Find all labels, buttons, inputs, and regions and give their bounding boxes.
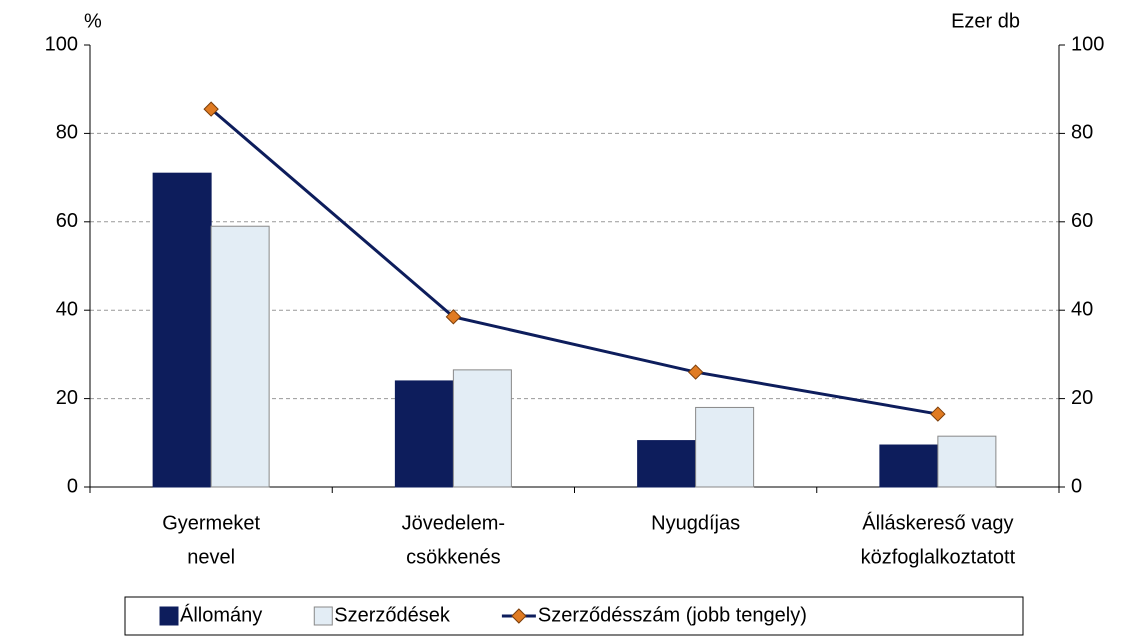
- x-tick-label: Gyermeket: [162, 512, 260, 534]
- y2-tick-label: 0: [1071, 475, 1082, 497]
- bar: [879, 444, 939, 488]
- marker: [203, 101, 219, 117]
- marker: [687, 364, 704, 380]
- legend-swatch: [313, 606, 333, 626]
- bar: [152, 172, 212, 488]
- y-axis-label: %: [84, 10, 102, 32]
- x-tick-label: Jövedelem-: [402, 512, 505, 534]
- legend-swatch: [159, 606, 179, 626]
- y-tick-label: 60: [56, 210, 78, 232]
- y-tick-label: 0: [67, 475, 78, 497]
- legend: Állomány Szerződések Szerződésszám (jobb t…: [124, 596, 1024, 636]
- x-tick-label: Álláskereső vagy: [862, 511, 1013, 534]
- marker: [445, 309, 462, 325]
- legend-label: Állomány: [180, 603, 262, 626]
- bar: [394, 380, 454, 488]
- marker: [930, 406, 946, 422]
- y-tick-label: 80: [56, 122, 78, 144]
- bar: [637, 440, 697, 488]
- x-tick-label: nevel: [187, 546, 235, 568]
- bar: [937, 435, 997, 488]
- y-tick-label: 100: [45, 33, 78, 55]
- legend-label: Szerződésszám (jobb tengely): [538, 604, 807, 626]
- y-tick-label: 20: [56, 387, 78, 409]
- bar: [695, 406, 755, 488]
- legend-box: [124, 596, 1024, 636]
- y2-tick-label: 20: [1071, 387, 1093, 409]
- y2-tick-label: 40: [1071, 298, 1093, 320]
- line: [210, 107, 939, 416]
- bar: [452, 369, 512, 488]
- y-tick-label: 40: [56, 298, 78, 320]
- y2-tick-label: 60: [1071, 210, 1093, 232]
- y2-tick-label: 100: [1071, 33, 1104, 55]
- bar: [210, 225, 270, 488]
- legend-label: Szerződések: [334, 604, 451, 626]
- x-tick-label: közfoglalkoztatott: [861, 546, 1016, 568]
- x-tick-label: Nyugdíjas: [651, 512, 740, 534]
- y2-tick-label: 80: [1071, 122, 1093, 144]
- x-tick-label: csökkenés: [406, 546, 501, 568]
- y2-axis-label: Ezer db: [951, 10, 1020, 32]
- legend-marker: [511, 608, 527, 624]
